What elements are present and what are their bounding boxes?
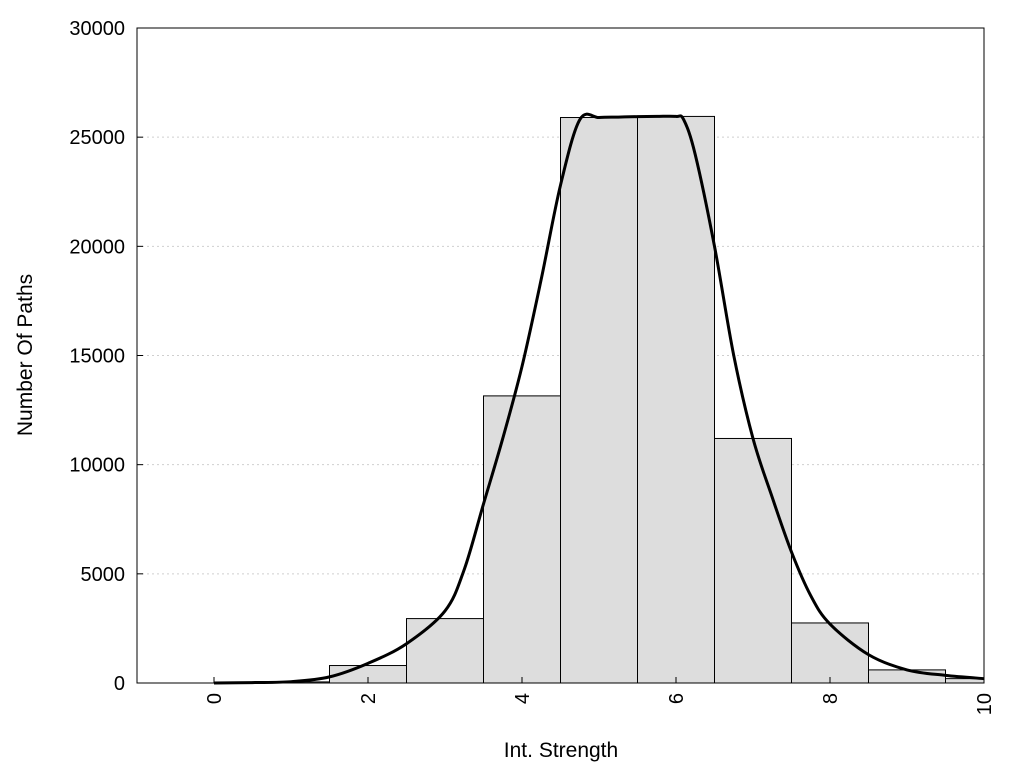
x-tick-label: 0 [204, 693, 226, 704]
y-tick-label: 10000 [69, 455, 125, 477]
bar [791, 622, 869, 684]
y-axis-ticks: 0 5000 10000 15000 20000 25000 30000 [69, 18, 143, 695]
x-axis-ticks: 0 2 4 6 8 10 [204, 677, 996, 715]
bars [252, 115, 985, 684]
x-tick-label: 2 [358, 693, 380, 704]
fit-curve [213, 112, 985, 685]
y-tick-label: 25000 [69, 127, 125, 149]
y-tick-label: 15000 [69, 346, 125, 368]
y-tick-label: 5000 [81, 564, 126, 586]
x-tick-label: 6 [666, 693, 688, 704]
bar [560, 117, 638, 684]
bar [637, 115, 715, 684]
x-axis-label: Int. Strength [504, 739, 618, 762]
bar [868, 669, 946, 684]
y-axis-label: Number Of Paths [14, 274, 37, 436]
x-tick-label: 10 [974, 693, 996, 715]
x-tick-label: 8 [820, 693, 842, 704]
fit-curve-line [213, 112, 985, 685]
bar [483, 395, 561, 684]
y-tick-label: 20000 [69, 236, 125, 258]
y-tick-label: 0 [114, 673, 125, 695]
y-tick-label: 30000 [69, 18, 125, 40]
bar [406, 618, 484, 684]
bar [714, 437, 792, 684]
grid-lines [137, 136, 984, 575]
x-tick-label: 4 [512, 693, 534, 704]
